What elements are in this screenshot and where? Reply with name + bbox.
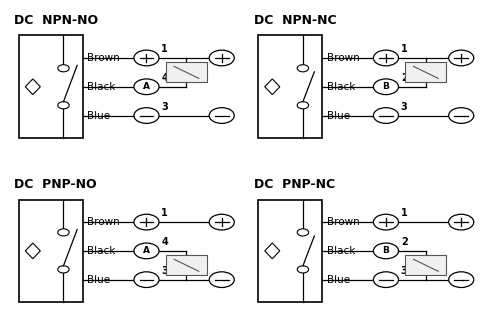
Text: 3: 3 (161, 266, 168, 276)
Text: 1: 1 (161, 44, 168, 54)
Circle shape (58, 102, 69, 109)
Text: DC  NPN-NC: DC NPN-NC (254, 14, 336, 27)
Text: 4: 4 (161, 237, 168, 247)
Text: Brown: Brown (327, 217, 360, 227)
Text: 2: 2 (401, 73, 407, 83)
Bar (258, 200, 322, 302)
Bar (166, 255, 207, 275)
Text: Black: Black (327, 82, 355, 92)
Text: Blue: Blue (87, 110, 110, 120)
Circle shape (297, 102, 308, 109)
Bar (405, 62, 446, 82)
Circle shape (374, 79, 399, 95)
Circle shape (374, 243, 399, 259)
Circle shape (58, 65, 69, 72)
Text: 3: 3 (161, 102, 168, 112)
Text: Blue: Blue (327, 110, 350, 120)
Text: A: A (143, 246, 150, 255)
Circle shape (134, 79, 159, 95)
Bar (166, 62, 207, 82)
Bar (258, 36, 322, 138)
Circle shape (449, 272, 474, 287)
Circle shape (58, 229, 69, 236)
Circle shape (297, 266, 308, 273)
Circle shape (134, 50, 159, 66)
Circle shape (134, 243, 159, 259)
Text: Black: Black (87, 82, 116, 92)
Circle shape (374, 50, 399, 66)
Text: A: A (143, 82, 150, 91)
Circle shape (449, 214, 474, 230)
Circle shape (297, 229, 308, 236)
Circle shape (374, 214, 399, 230)
Text: 3: 3 (401, 266, 407, 276)
Circle shape (209, 214, 234, 230)
Circle shape (209, 108, 234, 123)
Text: DC  NPN-NO: DC NPN-NO (14, 14, 98, 27)
Text: B: B (383, 82, 389, 91)
Circle shape (449, 108, 474, 123)
Text: 1: 1 (401, 208, 407, 218)
Text: Blue: Blue (327, 275, 350, 285)
Text: Brown: Brown (327, 53, 360, 63)
Text: 4: 4 (161, 73, 168, 83)
Circle shape (58, 266, 69, 273)
Text: Black: Black (87, 246, 116, 256)
Text: Blue: Blue (87, 275, 110, 285)
Text: 1: 1 (161, 208, 168, 218)
Bar (405, 255, 446, 275)
Circle shape (449, 50, 474, 66)
Text: Brown: Brown (87, 217, 120, 227)
Circle shape (209, 272, 234, 287)
Text: 2: 2 (401, 237, 407, 247)
Text: Black: Black (327, 246, 355, 256)
Circle shape (297, 65, 308, 72)
Bar (19, 200, 82, 302)
Circle shape (134, 272, 159, 287)
Text: Brown: Brown (87, 53, 120, 63)
Circle shape (209, 50, 234, 66)
Text: 3: 3 (401, 102, 407, 112)
Bar (19, 36, 82, 138)
Text: DC  PNP-NC: DC PNP-NC (254, 178, 335, 191)
Circle shape (374, 108, 399, 123)
Text: 1: 1 (401, 44, 407, 54)
Circle shape (134, 214, 159, 230)
Text: B: B (383, 246, 389, 255)
Circle shape (374, 272, 399, 287)
Circle shape (134, 108, 159, 123)
Text: DC  PNP-NO: DC PNP-NO (14, 178, 97, 191)
